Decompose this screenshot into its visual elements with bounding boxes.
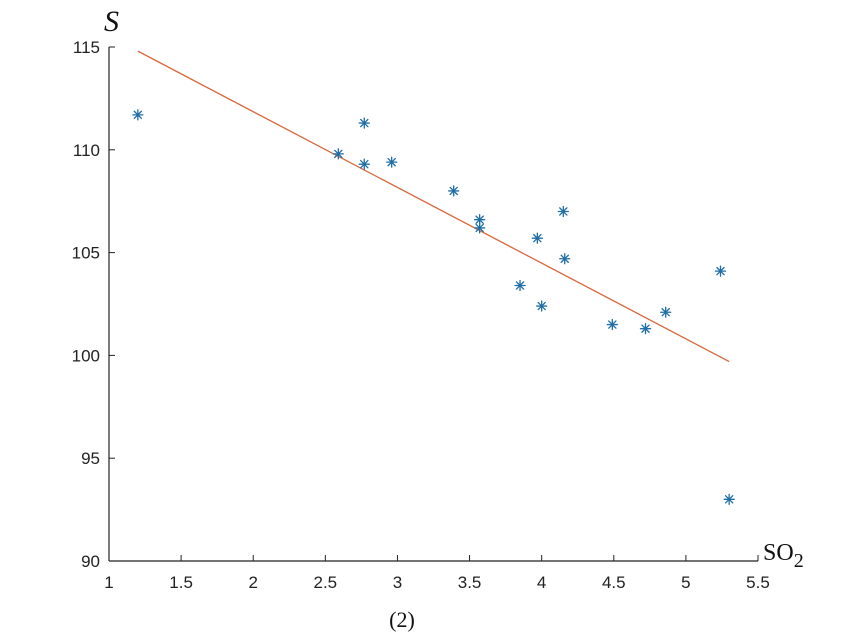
x-tick-label: 2.5 [314, 573, 338, 592]
data-points-layer [132, 109, 735, 505]
data-point [474, 222, 486, 234]
data-point-stroke [533, 233, 542, 243]
y-tick-label: 100 [72, 346, 100, 365]
data-point-stroke [537, 301, 546, 311]
data-point-stroke [475, 223, 484, 233]
data-point [448, 185, 460, 197]
data-point-stroke [560, 254, 569, 264]
data-point-stroke [661, 307, 670, 317]
y-tick-label: 110 [73, 141, 100, 160]
x-axis-label-subscript: 2 [794, 550, 804, 572]
data-point [132, 109, 144, 121]
data-point-stroke [360, 159, 369, 169]
data-point [723, 493, 735, 505]
tick-layer: 1 1.5 2 2.5 3 3.5 4 4.5 5 5.5 90 95 100 105 110 115 [72, 38, 770, 592]
regression-line [137, 50, 730, 363]
x-tick-label: 4.5 [602, 573, 626, 592]
data-point [557, 205, 569, 218]
data-point-stroke [387, 157, 396, 167]
data-point [660, 306, 672, 318]
x-tick-label: 2 [248, 573, 257, 592]
x-tick-label: 3.5 [458, 573, 482, 592]
x-tick-label: 1.5 [169, 573, 193, 592]
data-point-stroke [475, 215, 484, 224]
data-point-stroke [360, 118, 369, 128]
data-point-stroke [559, 207, 568, 216]
data-point-stroke [334, 149, 343, 159]
figure-caption: (2) [389, 607, 415, 632]
data-point-stroke [716, 266, 725, 276]
data-point [332, 148, 344, 160]
data-point [536, 300, 548, 312]
data-point [531, 232, 543, 244]
y-tick-label: 95 [81, 449, 100, 468]
data-point [358, 158, 370, 170]
data-point-stroke [133, 110, 143, 120]
y-tick-label: 115 [73, 38, 100, 57]
x-tick-label: 3 [393, 573, 402, 592]
data-point [639, 323, 652, 335]
data-point [386, 156, 398, 168]
x-axis-label-main: SO [763, 540, 794, 566]
x-tick-label: 5 [681, 573, 690, 592]
y-tick-label: 90 [81, 552, 100, 571]
x-axis-label: SO2 [763, 540, 804, 572]
y-tick-label: 105 [72, 244, 100, 263]
y-axis-label: S [104, 5, 119, 38]
data-point [606, 318, 618, 331]
axes [108, 47, 758, 562]
data-point [714, 265, 727, 277]
x-tick-label: 4 [537, 573, 546, 592]
data-point-stroke [608, 320, 617, 329]
data-point-stroke [724, 495, 734, 504]
data-point [559, 253, 571, 265]
data-point-stroke [449, 186, 458, 196]
x-tick-label: 5.5 [746, 573, 770, 592]
data-point [514, 279, 526, 292]
data-point-stroke [515, 281, 525, 290]
data-point-stroke [641, 324, 650, 333]
x-tick-label: 1 [104, 573, 113, 592]
data-point [358, 117, 370, 129]
regression-line-layer [137, 50, 730, 363]
